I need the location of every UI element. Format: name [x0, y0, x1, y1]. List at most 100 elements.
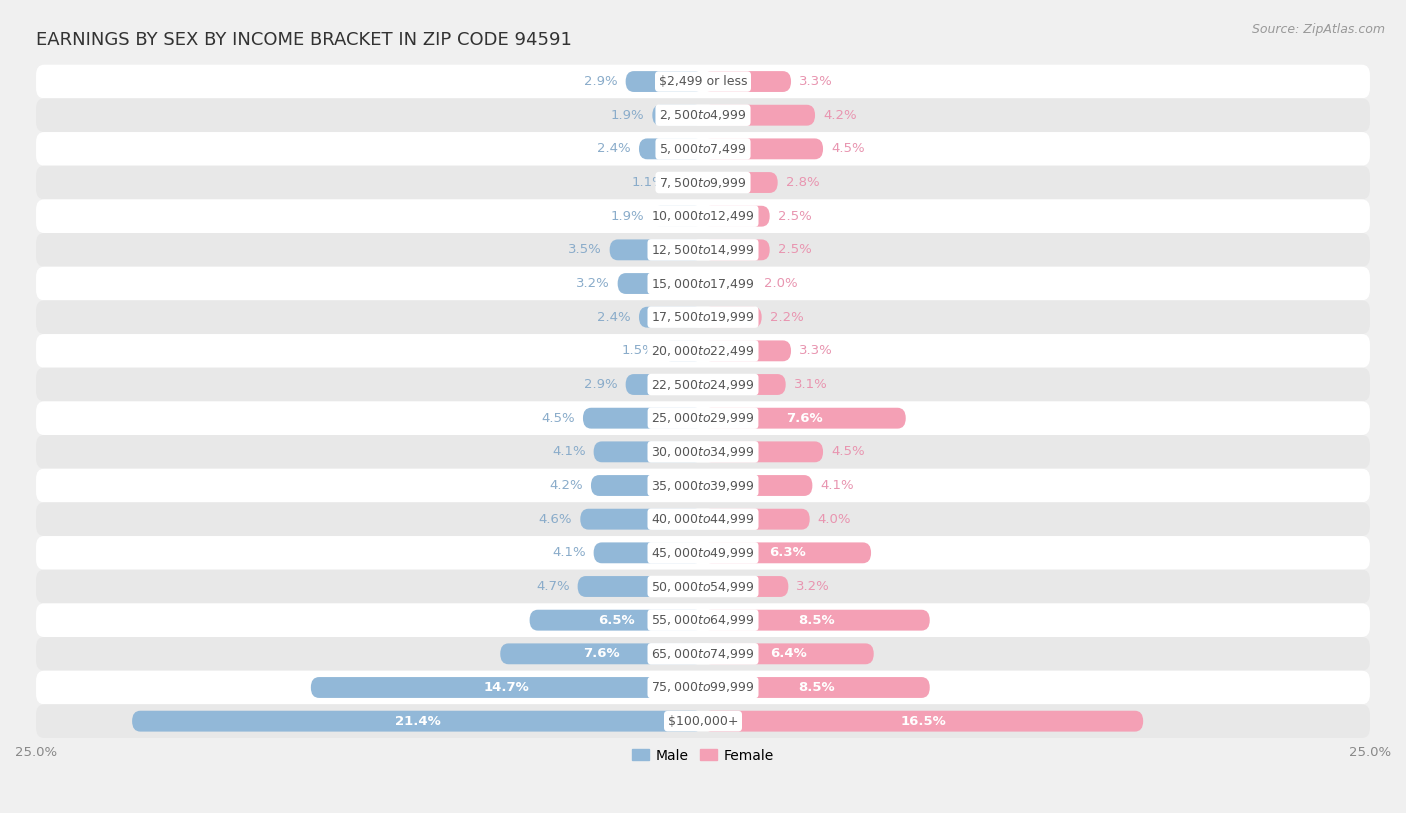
Text: 14.7%: 14.7%: [484, 681, 530, 694]
FancyBboxPatch shape: [37, 300, 1369, 334]
FancyBboxPatch shape: [37, 334, 1369, 367]
Text: 2.5%: 2.5%: [778, 210, 811, 223]
Text: 3.5%: 3.5%: [568, 243, 602, 256]
FancyBboxPatch shape: [703, 643, 873, 664]
Text: $75,000 to $99,999: $75,000 to $99,999: [651, 680, 755, 694]
Text: 2.9%: 2.9%: [583, 75, 617, 88]
Text: 7.6%: 7.6%: [583, 647, 620, 660]
FancyBboxPatch shape: [703, 341, 792, 361]
Text: $2,499 or less: $2,499 or less: [659, 75, 747, 88]
Text: EARNINGS BY SEX BY INCOME BRACKET IN ZIP CODE 94591: EARNINGS BY SEX BY INCOME BRACKET IN ZIP…: [37, 31, 572, 50]
Text: 4.1%: 4.1%: [553, 446, 586, 459]
Text: 4.1%: 4.1%: [820, 479, 853, 492]
FancyBboxPatch shape: [626, 374, 703, 395]
Text: 7.6%: 7.6%: [786, 411, 823, 424]
FancyBboxPatch shape: [37, 570, 1369, 603]
Text: 3.2%: 3.2%: [796, 580, 830, 593]
FancyBboxPatch shape: [593, 542, 703, 563]
FancyBboxPatch shape: [37, 267, 1369, 300]
Text: $12,500 to $14,999: $12,500 to $14,999: [651, 243, 755, 257]
Text: 1.1%: 1.1%: [631, 176, 665, 189]
FancyBboxPatch shape: [578, 576, 703, 597]
Text: 2.2%: 2.2%: [769, 311, 803, 324]
FancyBboxPatch shape: [311, 677, 703, 698]
FancyBboxPatch shape: [501, 643, 703, 664]
Text: 3.3%: 3.3%: [799, 345, 832, 358]
Text: 4.2%: 4.2%: [550, 479, 583, 492]
FancyBboxPatch shape: [703, 677, 929, 698]
Text: 2.4%: 2.4%: [598, 142, 631, 155]
FancyBboxPatch shape: [37, 98, 1369, 132]
FancyBboxPatch shape: [673, 172, 703, 193]
Text: 2.0%: 2.0%: [765, 277, 799, 290]
Text: $15,000 to $17,499: $15,000 to $17,499: [651, 276, 755, 290]
Text: 4.5%: 4.5%: [541, 411, 575, 424]
FancyBboxPatch shape: [703, 711, 1143, 732]
Text: 6.4%: 6.4%: [770, 647, 807, 660]
Text: $30,000 to $34,999: $30,000 to $34,999: [651, 445, 755, 459]
Text: $50,000 to $54,999: $50,000 to $54,999: [651, 580, 755, 593]
Text: 3.1%: 3.1%: [794, 378, 828, 391]
Text: $20,000 to $22,499: $20,000 to $22,499: [651, 344, 755, 358]
Text: Source: ZipAtlas.com: Source: ZipAtlas.com: [1251, 23, 1385, 36]
FancyBboxPatch shape: [638, 138, 703, 159]
FancyBboxPatch shape: [703, 374, 786, 395]
Text: 2.5%: 2.5%: [778, 243, 811, 256]
FancyBboxPatch shape: [37, 536, 1369, 570]
Text: $2,500 to $4,999: $2,500 to $4,999: [659, 108, 747, 122]
Text: 16.5%: 16.5%: [900, 715, 946, 728]
Text: 8.5%: 8.5%: [799, 681, 835, 694]
Text: $40,000 to $44,999: $40,000 to $44,999: [651, 512, 755, 526]
Text: $25,000 to $29,999: $25,000 to $29,999: [651, 411, 755, 425]
FancyBboxPatch shape: [638, 307, 703, 328]
FancyBboxPatch shape: [652, 206, 703, 227]
FancyBboxPatch shape: [703, 576, 789, 597]
Text: 4.2%: 4.2%: [823, 109, 856, 122]
Text: 4.5%: 4.5%: [831, 446, 865, 459]
Text: 1.5%: 1.5%: [621, 345, 655, 358]
Text: 6.3%: 6.3%: [769, 546, 806, 559]
FancyBboxPatch shape: [37, 199, 1369, 233]
FancyBboxPatch shape: [37, 233, 1369, 267]
FancyBboxPatch shape: [703, 408, 905, 428]
FancyBboxPatch shape: [703, 542, 872, 563]
FancyBboxPatch shape: [703, 307, 762, 328]
FancyBboxPatch shape: [610, 239, 703, 260]
FancyBboxPatch shape: [132, 711, 703, 732]
Legend: Male, Female: Male, Female: [627, 743, 779, 768]
FancyBboxPatch shape: [703, 475, 813, 496]
FancyBboxPatch shape: [37, 367, 1369, 402]
FancyBboxPatch shape: [37, 402, 1369, 435]
FancyBboxPatch shape: [37, 166, 1369, 199]
FancyBboxPatch shape: [37, 704, 1369, 738]
Text: 21.4%: 21.4%: [395, 715, 440, 728]
FancyBboxPatch shape: [703, 71, 792, 92]
Text: $22,500 to $24,999: $22,500 to $24,999: [651, 377, 755, 392]
FancyBboxPatch shape: [703, 172, 778, 193]
FancyBboxPatch shape: [591, 475, 703, 496]
FancyBboxPatch shape: [652, 105, 703, 126]
FancyBboxPatch shape: [37, 65, 1369, 98]
FancyBboxPatch shape: [37, 468, 1369, 502]
Text: $35,000 to $39,999: $35,000 to $39,999: [651, 479, 755, 493]
Text: 6.5%: 6.5%: [598, 614, 634, 627]
FancyBboxPatch shape: [664, 341, 703, 361]
FancyBboxPatch shape: [626, 71, 703, 92]
Text: 4.6%: 4.6%: [538, 513, 572, 526]
FancyBboxPatch shape: [703, 610, 929, 631]
Text: 2.9%: 2.9%: [583, 378, 617, 391]
FancyBboxPatch shape: [37, 603, 1369, 637]
Text: $5,000 to $7,499: $5,000 to $7,499: [659, 141, 747, 156]
FancyBboxPatch shape: [703, 105, 815, 126]
Text: 4.7%: 4.7%: [536, 580, 569, 593]
Text: $65,000 to $74,999: $65,000 to $74,999: [651, 647, 755, 661]
Text: 1.9%: 1.9%: [610, 109, 644, 122]
FancyBboxPatch shape: [37, 671, 1369, 704]
Text: 3.2%: 3.2%: [576, 277, 610, 290]
Text: $17,500 to $19,999: $17,500 to $19,999: [651, 311, 755, 324]
Text: $10,000 to $12,499: $10,000 to $12,499: [651, 209, 755, 224]
FancyBboxPatch shape: [37, 637, 1369, 671]
Text: 4.1%: 4.1%: [553, 546, 586, 559]
FancyBboxPatch shape: [581, 509, 703, 529]
Text: 8.5%: 8.5%: [799, 614, 835, 627]
